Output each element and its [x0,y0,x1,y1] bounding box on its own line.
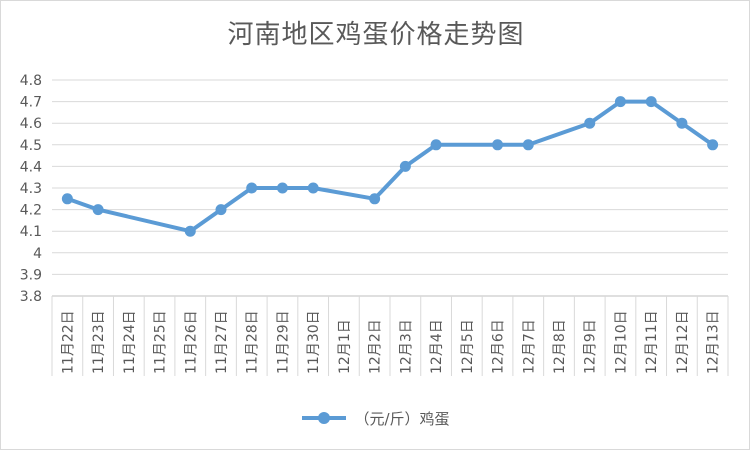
x-tick-label: 11月26日 [183,310,199,374]
x-tick-label: 12月6日 [491,319,507,374]
data-point [276,182,288,194]
x-tick-label: 12月8日 [552,319,568,374]
legend-marker [302,412,347,424]
x-tick-label: 11月29日 [275,310,291,374]
x-tick-label: 12月4日 [429,319,445,374]
x-tick-label: 11月24日 [122,310,138,374]
data-point [584,117,596,129]
y-tick-label: 4.6 [20,116,42,132]
x-tick-label: 12月3日 [398,319,414,374]
y-tick-label: 3.8 [20,289,42,305]
data-point [492,139,504,151]
x-tick-label: 11月23日 [91,310,107,374]
data-point [246,182,258,194]
data-point [184,225,196,237]
x-tick-label: 12月2日 [368,319,384,374]
x-tick-label: 11月22日 [60,310,76,374]
data-point [92,204,104,216]
x-tick-label: 11月27日 [214,310,230,374]
x-tick-label: 12月11日 [644,310,660,374]
y-tick-label: 3.9 [20,267,42,283]
data-point [707,139,719,151]
y-tick-label: 4.8 [20,73,42,89]
data-point [307,182,319,194]
chart-title: 河南地区鸡蛋价格走势图 [227,20,525,50]
x-tick-label: 12月12日 [675,310,691,374]
y-tick-label: 4.5 [20,138,42,154]
data-point [645,96,657,108]
series-group [61,96,719,237]
x-tick-label: 12月1日 [337,319,353,374]
x-axis: 11月22日 11月23日 11月24日 11月25日 11月26日 11月27日 11月2… [51,295,729,376]
y-axis-ticks: 3.8 3.9 4 4.1 4.2 4.3 4.4 4.5 4.6 4.7 4.8 [20,73,42,305]
data-point [61,193,73,205]
x-tick-label: 12月5日 [460,319,476,374]
data-point [522,139,534,151]
x-tick-label: 11月28日 [245,310,261,374]
y-tick-label: 4.4 [20,159,42,175]
data-point [614,96,626,108]
legend-label: （元/斤）鸡蛋 [354,409,450,428]
data-point [399,160,411,172]
x-tick-label: 12月10日 [613,310,629,374]
data-point [215,204,227,216]
x-tick-label: 12月9日 [583,319,599,374]
x-tick-label: 11月25日 [153,310,169,374]
y-tick-label: 4.2 [20,203,42,219]
legend: （元/斤）鸡蛋 [0,406,752,429]
y-tick-label: 4.3 [20,181,42,197]
data-point [369,193,381,205]
y-tick-label: 4 [33,246,42,262]
x-tick-label: 11月30日 [306,310,322,374]
y-tick-label: 4.7 [20,95,42,111]
x-tick-label: 12月7日 [521,319,537,374]
y-tick-label: 4.1 [20,224,42,240]
gridlines [52,79,728,297]
data-point [430,139,442,151]
data-point [676,117,688,129]
x-tick-label: 12月13日 [706,310,722,374]
